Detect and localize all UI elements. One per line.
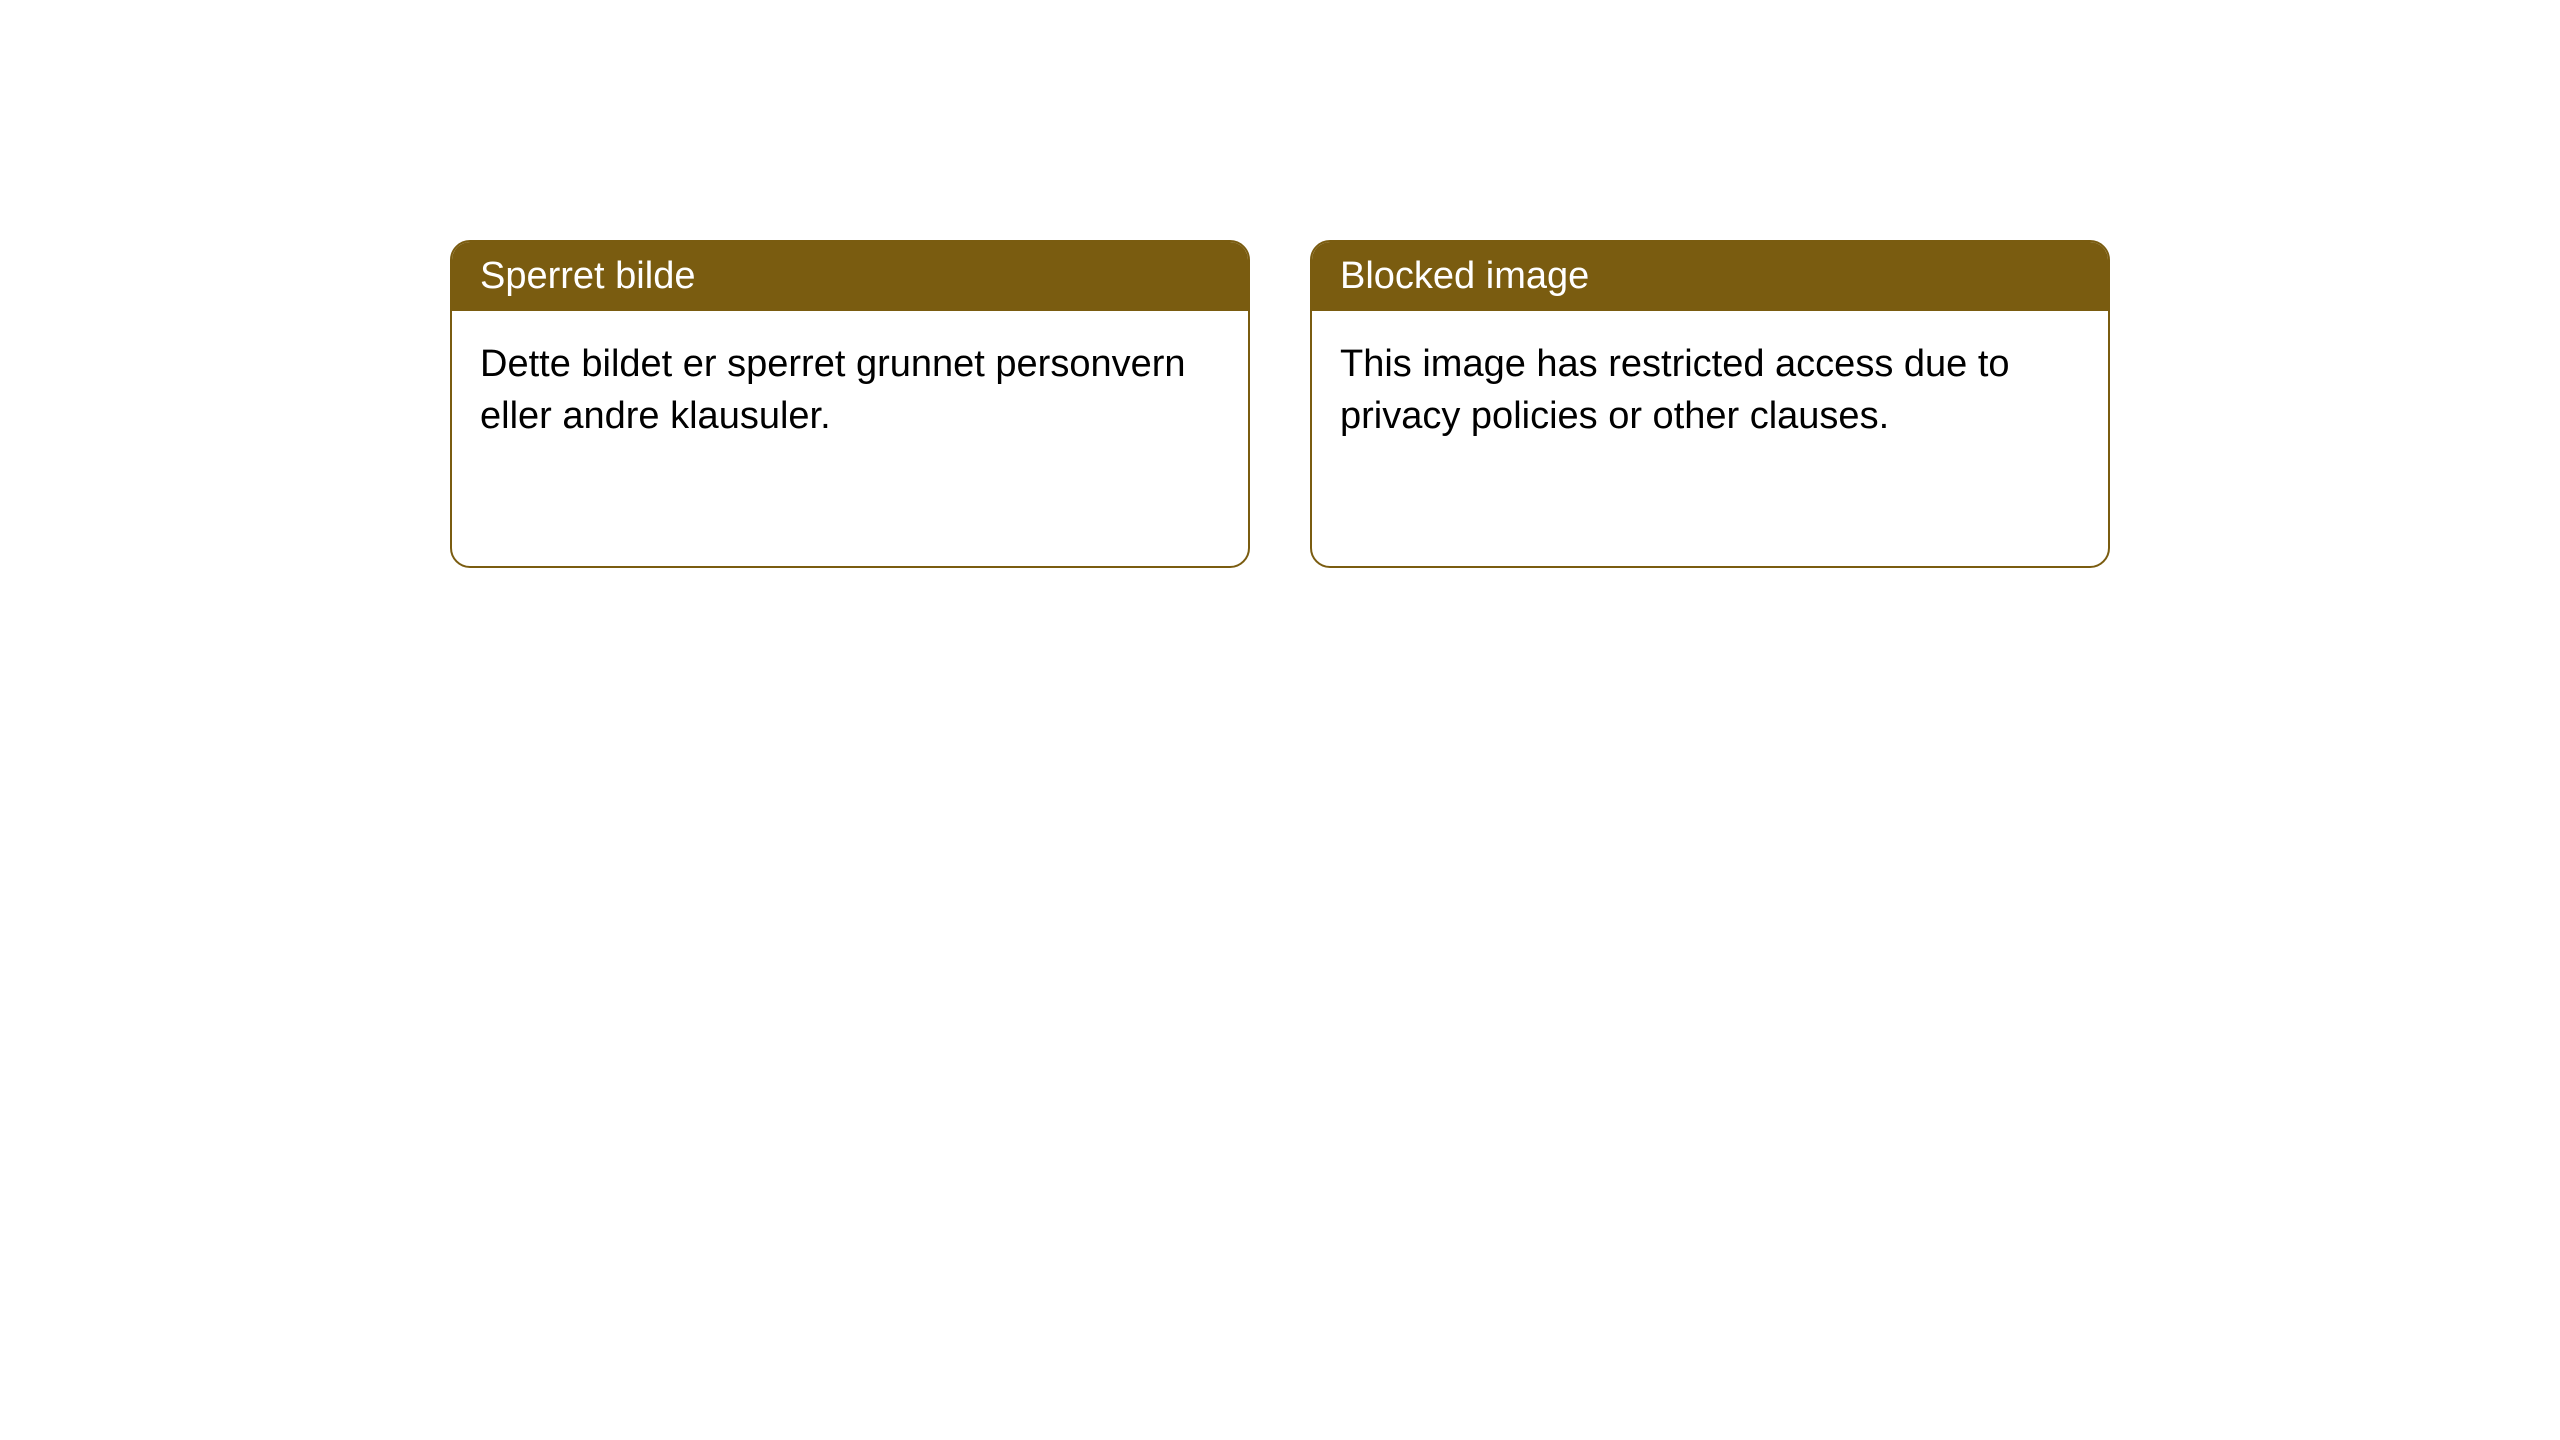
- notice-container: Sperret bilde Dette bildet er sperret gr…: [0, 0, 2560, 568]
- card-title-no: Sperret bilde: [480, 255, 695, 297]
- blocked-image-card-en: Blocked image This image has restricted …: [1310, 240, 2110, 568]
- card-body-no: Dette bildet er sperret grunnet personve…: [452, 311, 1248, 470]
- blocked-image-card-no: Sperret bilde Dette bildet er sperret gr…: [450, 240, 1250, 568]
- card-message-en: This image has restricted access due to …: [1340, 343, 2010, 436]
- card-body-en: This image has restricted access due to …: [1312, 311, 2108, 470]
- card-message-no: Dette bildet er sperret grunnet personve…: [480, 343, 1186, 436]
- card-title-en: Blocked image: [1340, 255, 1589, 297]
- card-header-no: Sperret bilde: [452, 242, 1248, 311]
- card-header-en: Blocked image: [1312, 242, 2108, 311]
